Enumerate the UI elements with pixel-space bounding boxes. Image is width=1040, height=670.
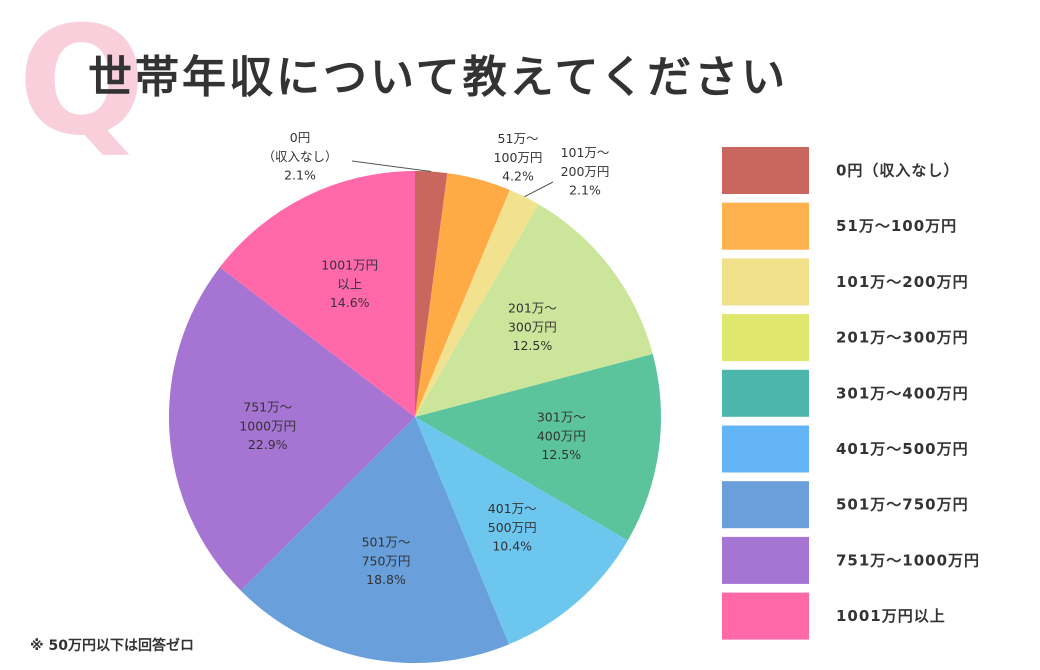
value-label: 12.5%: [541, 447, 581, 462]
value-label: 2.1%: [569, 183, 601, 198]
value-label: 22.9%: [248, 437, 288, 452]
slice-label: 401万～ 500万円: [488, 501, 537, 535]
legend-label: 51万～100万円: [836, 217, 957, 235]
legend-swatch: [722, 425, 809, 473]
pie-slice: [415, 204, 653, 417]
legend-label: 401万～500万円: [836, 440, 969, 458]
pie-slice: [168, 267, 415, 591]
pie-slice: [415, 354, 661, 541]
value-label: 10.4%: [492, 539, 532, 554]
leader-line: [351, 160, 432, 173]
legend-swatch: [722, 258, 809, 306]
legend-label: 1001万円以上: [836, 607, 946, 625]
value-label: 2.1%: [284, 168, 316, 183]
pie-slice: [240, 417, 510, 663]
value-label: 14.6%: [330, 295, 370, 310]
value-label: 18.8%: [366, 572, 406, 587]
legend-swatch: [722, 202, 809, 250]
value-label: 12.5%: [513, 338, 553, 353]
slice-label: 201万～ 300万円: [508, 300, 557, 334]
badge: Q: [18, 0, 146, 169]
slice-label: 1001万円以上: [321, 257, 378, 291]
pie-slice: [219, 171, 415, 417]
slice-label: 0円（収入なし）: [262, 130, 337, 164]
value-label: 4.2%: [502, 169, 534, 184]
legend-swatch: [722, 592, 809, 640]
legend-swatch: [722, 314, 809, 362]
legend-swatch: [722, 481, 809, 529]
legend-label: 301万～400万円: [836, 384, 969, 402]
chart-title: 世帯年収について教えてください: [88, 52, 788, 103]
slice-label: 301万～ 400万円: [537, 409, 586, 443]
leader-line: [524, 181, 554, 198]
pie-slice: [415, 171, 448, 417]
legend-swatch: [722, 536, 809, 584]
pie-slice: [415, 189, 539, 417]
footnote: ※ 50万円以下は回答ゼロ: [30, 637, 194, 654]
legend-swatch: [722, 147, 809, 194]
legend-swatch: [722, 369, 809, 417]
pie-slice: [415, 417, 628, 645]
legend-label: 101万～200万円: [836, 273, 969, 291]
slice-label: 51万～ 100万円: [494, 131, 543, 165]
legend-label: 201万～300万円: [836, 329, 969, 347]
legend-label: 751万～1000万円: [836, 551, 980, 569]
slice-label: 751万～ 1000万円: [239, 399, 296, 433]
pie-slice: [415, 173, 510, 417]
slice-label: 101万～ 200万円: [561, 145, 610, 179]
legend-label: 501万～750万円: [836, 496, 969, 514]
slice-label: 501万～ 750万円: [362, 534, 411, 568]
legend-label: 0円（収入なし）: [836, 162, 959, 180]
